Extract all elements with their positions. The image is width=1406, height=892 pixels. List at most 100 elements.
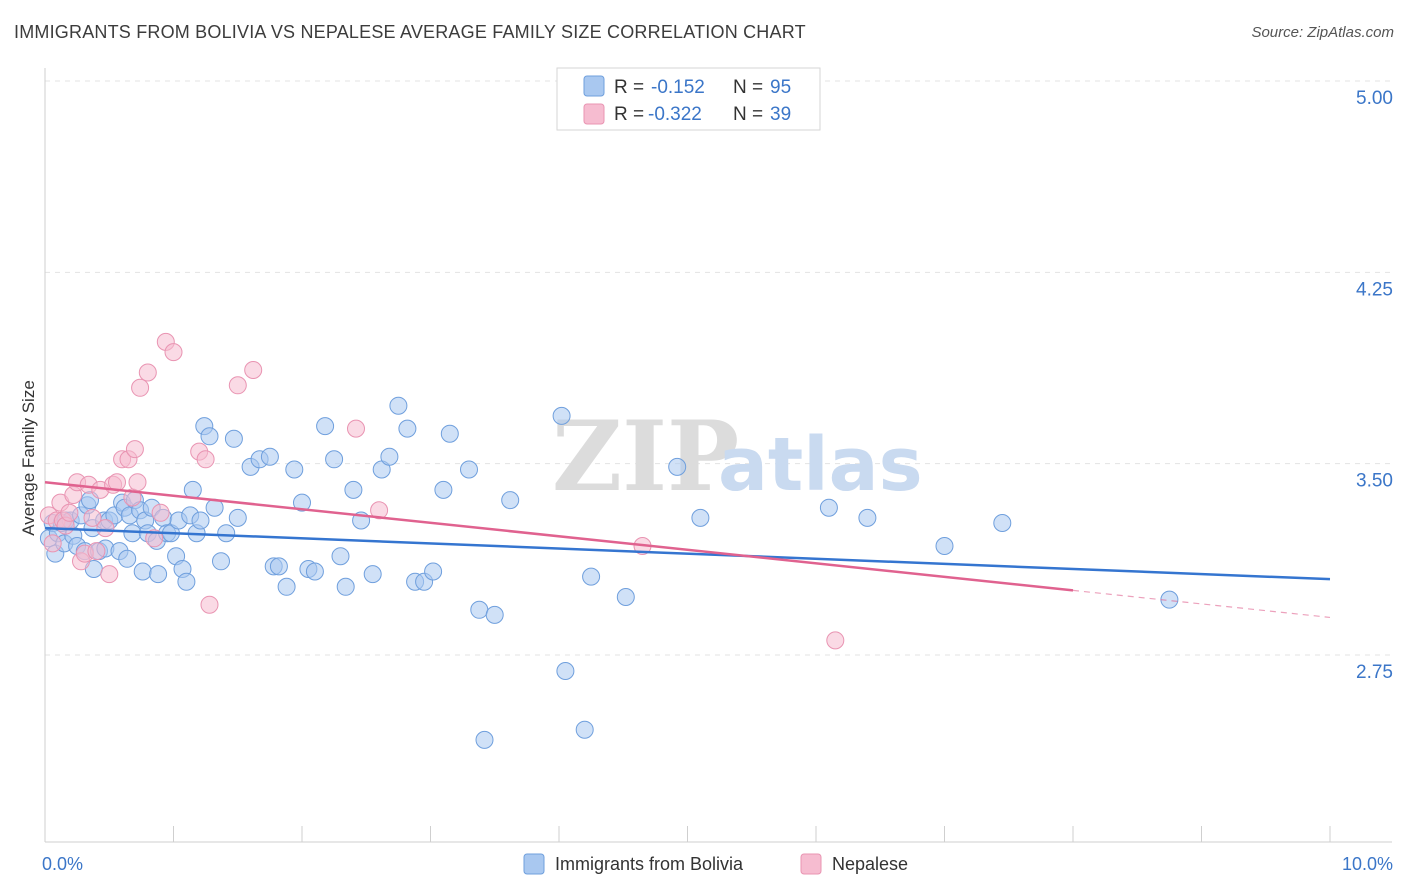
point-bolivia-26 [123,524,142,543]
point-nepalese-31 [196,450,215,469]
point-bolivia-34 [149,565,168,584]
point-bolivia-59 [285,460,304,479]
trend-line-nepalese-extrapolated [1072,589,1331,619]
point-bolivia-72 [389,396,408,415]
point-nepalese-33 [228,376,247,395]
y-tick-label-2: 4.25 [1356,279,1393,300]
point-bolivia-63 [316,417,335,436]
point-bolivia-24 [118,549,137,568]
bottom-legend: Immigrants from Bolivia Nepalese [523,853,908,875]
legend-swatch-nepalese [583,103,605,125]
point-nepalese-24 [131,378,150,397]
y-tick-label-1: 3.50 [1356,471,1393,492]
point-bolivia-43 [183,480,202,499]
point-bolivia-80 [470,600,489,619]
legend-n-label-bolivia: N = [733,77,763,98]
point-bolivia-66 [336,577,355,596]
point-nepalese-36 [370,501,389,520]
point-nepalese-15 [96,519,115,538]
point-bolivia-47 [200,427,219,446]
point-nepalese-34 [244,361,263,379]
point-bolivia-65 [331,547,350,566]
point-bolivia-90 [691,508,710,527]
legend-n-value-nepalese: 39 [770,104,791,125]
point-bolivia-29 [133,562,152,581]
bottom-legend-swatch-nepalese [800,853,822,875]
y-axis-title: Average Family Size [19,380,38,536]
point-bolivia-73 [398,419,417,438]
point-bolivia-50 [217,524,236,543]
legend-r-label-bolivia: R = [614,77,644,98]
point-nepalese-27 [151,503,170,522]
point-bolivia-94 [993,514,1012,532]
point-bolivia-92 [858,508,877,527]
point-bolivia-93 [935,537,954,555]
point-nepalese-26 [145,529,164,548]
point-bolivia-89 [668,457,687,476]
point-nepalese-6 [60,503,79,522]
point-bolivia-41 [177,572,196,591]
point-bolivia-58 [277,577,296,596]
point-bolivia-79 [460,460,478,479]
point-bolivia-91 [819,498,838,517]
point-bolivia-49 [212,552,230,571]
point-nepalese-29 [164,343,183,362]
trend-line-bolivia [44,526,1331,581]
point-bolivia-67 [344,480,363,499]
point-nepalese-13 [87,542,106,561]
y-tick-labels: 2.75 3.50 4.25 5.00 [1356,88,1393,683]
point-bolivia-83 [501,491,520,510]
point-bolivia-51 [224,429,243,448]
legend-r-value-nepalese: -0.322 [648,104,702,125]
point-bolivia-57 [269,557,288,576]
point-nepalese-25 [138,363,157,382]
bottom-legend-label-nepalese: Nepalese [832,854,908,874]
point-bolivia-76 [424,562,443,581]
bottom-legend-label-bolivia: Immigrants from Bolivia [555,854,744,874]
point-bolivia-60 [293,493,311,512]
point-bolivia-71 [380,447,399,466]
source-label: Source: ZipAtlas.com [1251,24,1394,41]
watermark: ZIP atlas [552,400,923,513]
axes [44,68,1392,843]
bottom-legend-swatch-bolivia [523,853,545,875]
point-bolivia-69 [363,565,382,584]
point-nepalese-22 [125,440,144,459]
legend-n-value-bolivia: 95 [770,77,791,98]
point-bolivia-55 [260,447,279,466]
y-tick-label-0: 2.75 [1356,662,1393,683]
point-bolivia-62 [305,562,324,581]
point-bolivia-45 [191,511,210,530]
legend-swatch-bolivia [583,75,605,97]
point-bolivia-84 [552,406,571,425]
point-nepalese-16 [100,565,119,584]
trend-line-nepalese [44,480,1074,592]
legend-n-label-nepalese: N = [733,104,763,125]
point-nepalese-23 [128,473,147,492]
point-nepalese-12 [83,508,102,527]
point-nepalese-32 [200,595,219,614]
y-tick-label-3: 5.00 [1356,88,1393,109]
point-nepalese-35 [347,419,365,438]
point-nepalese-38 [826,631,845,650]
series-nepalese-points [39,332,845,650]
x-tick-label-min: 0.0% [42,854,83,874]
point-bolivia-85 [556,662,575,680]
legend-box: R = -0.152 N = 95 R = -0.322 N = 39 [556,67,821,131]
trend-lines [44,480,1331,619]
x-tick-label-max: 10.0% [1342,854,1393,874]
point-bolivia-78 [440,424,459,443]
point-bolivia-52 [228,508,247,527]
watermark-atlas: atlas [718,422,923,508]
point-bolivia-82 [485,605,504,624]
point-bolivia-88 [616,588,635,606]
legend-r-value-bolivia: -0.152 [651,77,705,98]
legend-r-label-nepalese: R = [614,104,644,125]
point-nepalese-1 [43,534,62,553]
chart-title: IMMIGRANTS FROM BOLIVIA VS NEPALESE AVER… [14,22,806,42]
point-bolivia-86 [575,720,594,739]
point-bolivia-77 [434,480,453,499]
point-bolivia-64 [325,450,344,469]
point-bolivia-81 [475,730,494,749]
